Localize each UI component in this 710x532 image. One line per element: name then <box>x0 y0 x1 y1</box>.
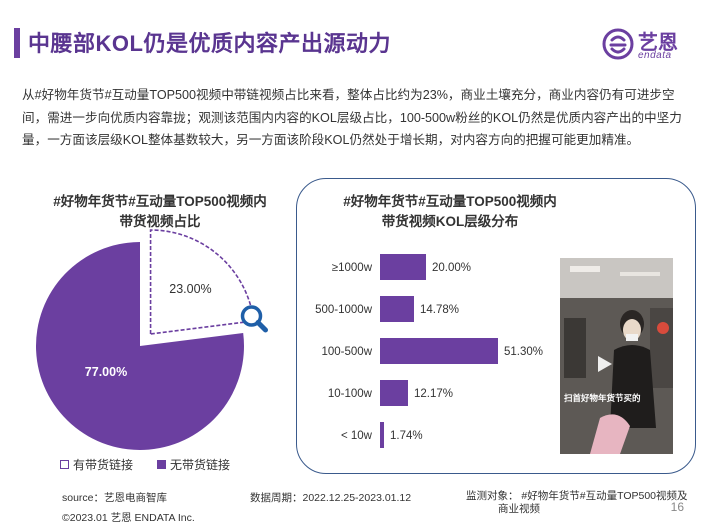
pie-legend: 有带货链接 无带货链接 <box>60 456 230 473</box>
page-title: 中腰部KOL仍是优质内容产出源动力 <box>28 31 391 56</box>
bar <box>380 296 414 322</box>
legend-label-without-link: 无带货链接 <box>170 458 231 472</box>
pie-chart: 23.00% 77.00% <box>20 228 310 454</box>
legend-item-without-link: 无带货链接 <box>157 456 230 473</box>
legend-item-with-link: 有带货链接 <box>60 456 133 473</box>
bar <box>380 254 427 280</box>
intro-paragraph: 从#好物年货节#互动量TOP500视频中带链视频占比来看，整体占比约为23%，商… <box>22 88 682 147</box>
bar-chart-svg: ≥1000w 20.00% 500-1000w 14.78% 100-500w 51.30… <box>315 254 543 448</box>
endata-logo: 艺恩 endata <box>602 26 694 66</box>
bar-category-label: 100-500w <box>321 346 372 358</box>
bar-chart-title: #好物年货节#互动量TOP500视频内 带货视频KOL层级分布 <box>300 192 600 232</box>
bar <box>380 380 408 406</box>
bar-chart: ≥1000w 20.00% 500-1000w 14.78% 100-500w 51.30… <box>300 246 560 456</box>
legend-swatch-with-link <box>60 460 69 469</box>
title-accent-bar <box>14 28 20 58</box>
legend-swatch-without-link <box>157 460 167 469</box>
pie-title-line1: #好物年货节#互动量TOP500视频内 <box>53 194 267 209</box>
pie-label-with-link: 23.00% <box>169 282 211 296</box>
bar <box>380 338 498 364</box>
bar-category-label: ≥1000w <box>332 262 373 274</box>
bar-category-label: 500-1000w <box>315 304 373 316</box>
endata-logo-icon <box>602 28 634 60</box>
bar-value-label: 20.00% <box>432 262 471 274</box>
footer-object-line1: 监测对象： #好物年货节#互动量TOP500视频及 <box>466 490 688 502</box>
footer-source: source：艺恩电商智库 <box>62 492 168 504</box>
shopping-video-thumbnail: 扫首好物年货节买的 <box>560 258 673 454</box>
bar-title-line1: #好物年货节#互动量TOP500视频内 <box>343 194 557 209</box>
pie-slice-without-link <box>36 242 245 450</box>
pie-chart-title: #好物年货节#互动量TOP500视频内 带货视频占比 <box>40 192 280 232</box>
pie-label-without-link: 77.00% <box>85 365 127 379</box>
kol-distribution-panel <box>296 178 696 474</box>
video-thumbnail-image <box>560 258 673 454</box>
footer-period: 数据周期：2022.12.25-2023.01.12 <box>250 492 412 504</box>
pie-chart-svg: 23.00% 77.00% <box>36 229 269 450</box>
footer-object: 监测对象： #好物年货节#互动量TOP500视频及 商业视频 <box>466 490 688 516</box>
bar <box>380 422 385 448</box>
bar-category-label: 10-100w <box>328 388 373 400</box>
bar-value-label: 14.78% <box>420 304 459 316</box>
footer-object-line2: 商业视频 <box>498 503 540 515</box>
logo-english-text: endata <box>638 50 672 61</box>
page-number: 16 <box>670 500 684 514</box>
video-caption: 扫首好物年货节买的 <box>564 393 641 403</box>
bar-category-label: < 10w <box>341 430 373 442</box>
footer-copyright: ©2023.01 艺恩 ENDATA Inc. <box>62 512 195 524</box>
magnifier-icon <box>240 305 269 333</box>
pie-title-line2: 带货视频占比 <box>119 214 201 229</box>
bar-title-line2: 带货视频KOL层级分布 <box>381 214 519 229</box>
bar-value-label: 12.17% <box>414 388 453 400</box>
bar-value-label: 1.74% <box>390 430 423 442</box>
legend-label-with-link: 有带货链接 <box>73 458 134 472</box>
bar-value-label: 51.30% <box>504 346 543 358</box>
logo-chinese-text: 艺恩 <box>638 30 678 54</box>
